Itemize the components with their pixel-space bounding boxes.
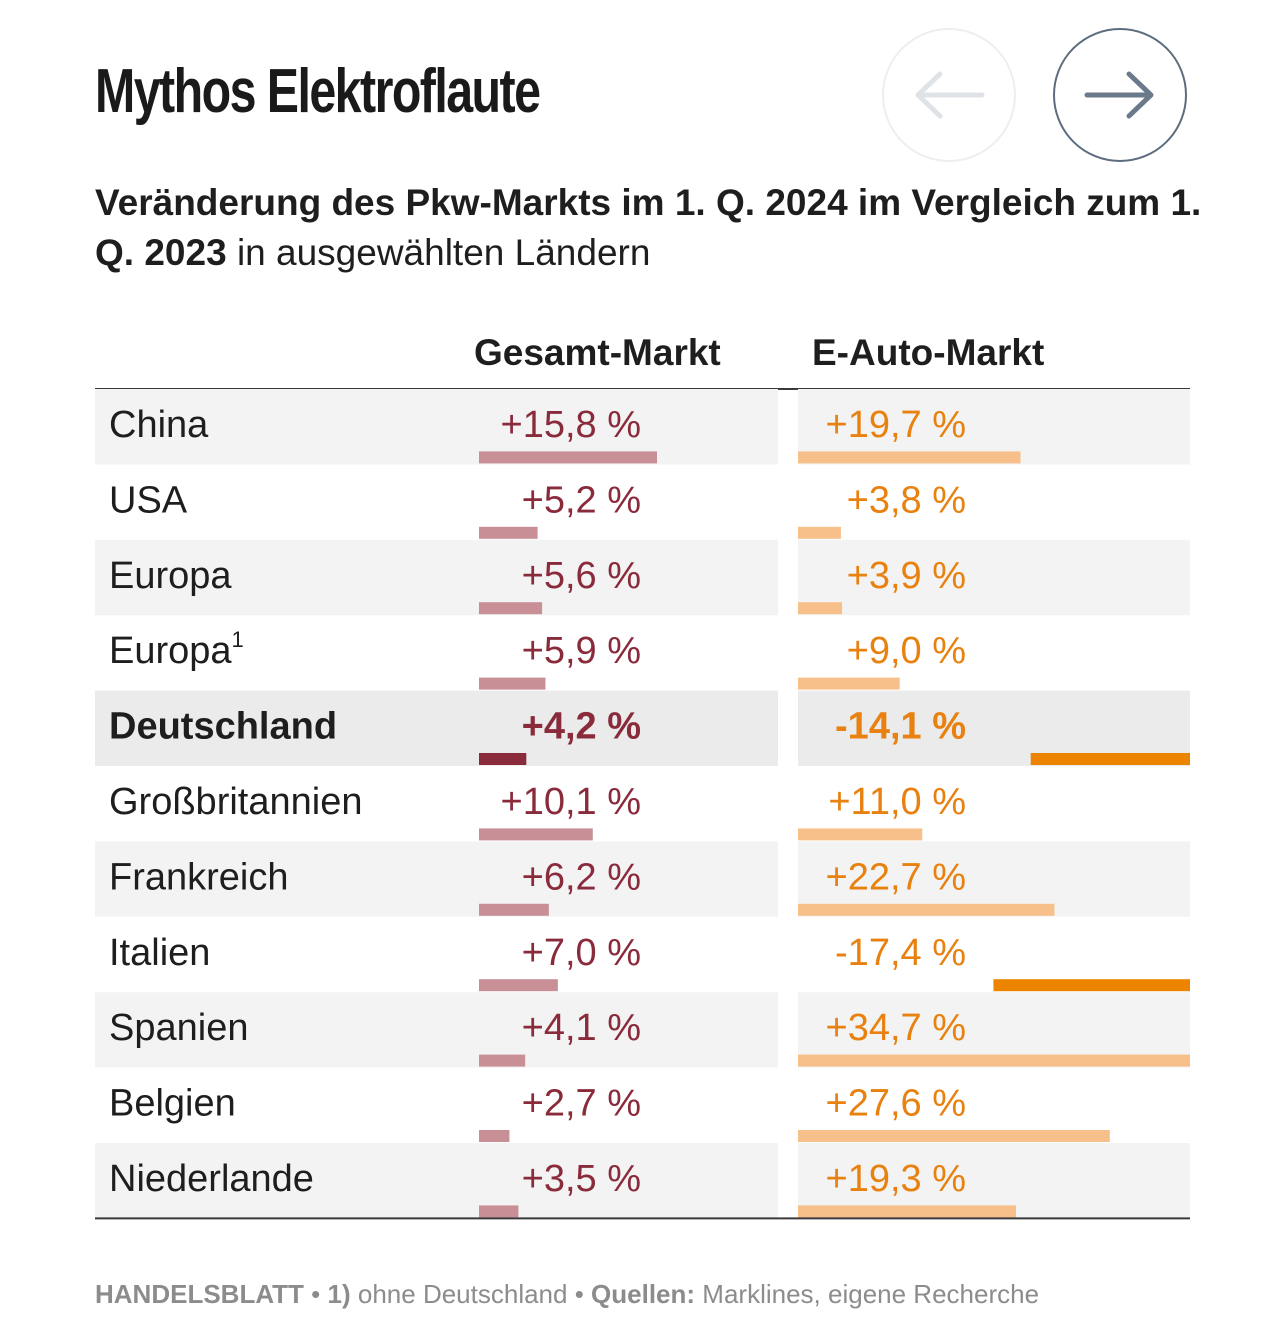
- footer-sources: Marklines, eigene Recherche: [702, 1279, 1040, 1309]
- row-background: [95, 539, 778, 616]
- row-background: [95, 1143, 778, 1219]
- row-background: [95, 389, 778, 465]
- eauto-value-label: +3,8 %: [847, 479, 966, 521]
- eauto-value-label: -14,1 %: [835, 706, 966, 748]
- gesamt-value-label: +5,2 %: [522, 479, 641, 521]
- eauto-value-label: +27,6 %: [826, 1083, 967, 1125]
- gesamt-bar: [479, 526, 538, 539]
- subtitle-bold: Veränderung des Pkw-Markts im 1. Q. 2024…: [95, 182, 1202, 273]
- gesamt-bar: [479, 677, 546, 690]
- eauto-bar: [798, 451, 1021, 464]
- gesamt-bar: [479, 979, 558, 992]
- eauto-value-label: +34,7 %: [826, 1007, 967, 1049]
- gesamt-bar: [479, 1205, 519, 1218]
- eauto-bar: [993, 979, 1190, 992]
- series-header-eauto: E-Auto-Markt: [812, 332, 1045, 373]
- eauto-bar: [798, 903, 1055, 916]
- eauto-value-label: +19,3 %: [826, 1158, 967, 1200]
- row-label: Niederlande: [109, 1158, 314, 1200]
- eauto-bar: [1030, 753, 1190, 765]
- chart-subtitle: Veränderung des Pkw-Markts im 1. Q. 2024…: [95, 178, 1205, 278]
- eauto-value-label: +11,0 %: [828, 781, 966, 823]
- row-label: China: [109, 404, 209, 446]
- gesamt-bar: [479, 451, 657, 464]
- gesamt-bar: [479, 828, 593, 841]
- footer-source-name: HANDELSBLATT: [95, 1279, 304, 1309]
- row-background: [95, 690, 778, 766]
- row-background: [95, 992, 778, 1068]
- row-label: Spanien: [109, 1007, 248, 1049]
- eauto-value-label: +9,0 %: [847, 630, 966, 672]
- eauto-value-label: +19,7 %: [826, 404, 967, 446]
- gesamt-value-label: +5,6 %: [522, 555, 641, 597]
- row-background: [798, 539, 1190, 616]
- gesamt-value-label: +2,7 %: [522, 1083, 641, 1125]
- row-label: Italien: [109, 932, 210, 974]
- eauto-bar: [798, 1130, 1110, 1142]
- gesamt-value-label: +4,1 %: [522, 1007, 641, 1049]
- eauto-bar: [798, 828, 923, 841]
- row-label: Europa: [109, 555, 232, 597]
- next-button[interactable]: [1053, 28, 1187, 162]
- gesamt-bar: [479, 602, 543, 615]
- gesamt-value-label: +5,9 %: [522, 630, 641, 672]
- gesamt-bar: [479, 1130, 510, 1142]
- gesamt-value-label: +10,1 %: [501, 781, 642, 823]
- eauto-bar: [798, 602, 843, 615]
- footnote-marker: 1: [232, 627, 244, 652]
- row-label: USA: [109, 479, 188, 521]
- row-background: [95, 841, 778, 917]
- gesamt-bar: [479, 753, 527, 765]
- arrow-left-icon: [915, 71, 985, 119]
- eauto-value-label: +3,9 %: [847, 555, 966, 597]
- gesamt-value-label: +6,2 %: [522, 856, 641, 898]
- arrow-right-icon: [1084, 71, 1154, 119]
- footer-sources-label: Quellen:: [591, 1279, 696, 1309]
- chart-title: Mythos Elektroflaute: [95, 57, 541, 126]
- gesamt-bar: [479, 903, 549, 916]
- series-header-gesamt: Gesamt-Markt: [474, 332, 721, 373]
- footer-note: ohne Deutschland: [357, 1279, 568, 1309]
- row-label: Deutschland: [109, 706, 337, 748]
- bar-table-chart: China +15,8 % +19,7 % USA +5,2 % +3,8 % Europa…: [95, 388, 1190, 1220]
- row-label: Frankreich: [109, 856, 289, 898]
- gesamt-bar: [479, 1054, 526, 1067]
- gesamt-value-label: +4,2 %: [522, 706, 641, 748]
- gesamt-value-label: +15,8 %: [501, 404, 642, 446]
- eauto-bar: [798, 677, 900, 690]
- gesamt-value-label: +7,0 %: [522, 932, 641, 974]
- row-label: Belgien: [109, 1083, 236, 1125]
- eauto-bar: [798, 526, 841, 539]
- eauto-value-label: +22,7 %: [826, 856, 967, 898]
- gesamt-value-label: +3,5 %: [522, 1158, 641, 1200]
- row-label: Europa1: [109, 627, 244, 672]
- chart-footer: HANDELSBLATT • 1) ohne Deutschland • Que…: [95, 1279, 1040, 1309]
- row-label: Großbritannien: [109, 781, 362, 823]
- previous-button[interactable]: [882, 28, 1016, 162]
- eauto-bar: [798, 1205, 1017, 1218]
- subtitle-regular: in ausgewählten Ländern: [236, 232, 651, 273]
- eauto-value-label: -17,4 %: [835, 932, 966, 974]
- eauto-bar: [798, 1054, 1190, 1067]
